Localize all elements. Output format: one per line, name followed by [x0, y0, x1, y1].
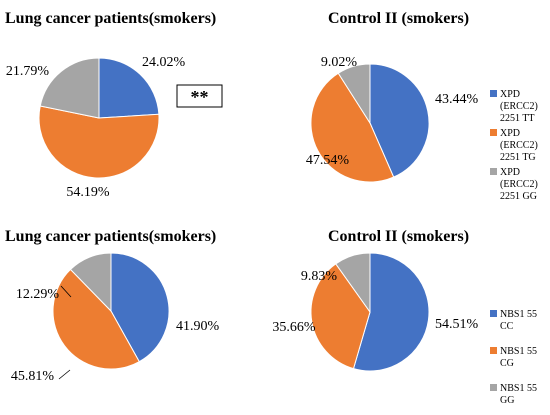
legend-swatch: [490, 310, 497, 317]
pie-chart-4: 54.51% 35.66% 9.83%: [272, 252, 479, 372]
legend-label: GG: [500, 395, 514, 406]
legend-label: 2251 TT: [500, 113, 535, 124]
label-leader-line: [58, 369, 71, 380]
pie-slice: [337, 63, 371, 125]
pies-layer: 24.02% 54.19% 21.79% 43.44% 47.54% 9.02% 41.90…: [6, 55, 479, 384]
pie-data-label: 21.79%: [6, 64, 50, 79]
legend-label: NBS1 55: [500, 309, 537, 320]
legend-label: NBS1 55: [500, 346, 537, 357]
pie-data-label: 45.81%: [11, 369, 55, 384]
chart-title-lung-xpd: Lung cancer patients(smokers): [5, 10, 216, 27]
chart-title-lung-nbs1: Lung cancer patients(smokers): [5, 228, 216, 245]
pie-chart-1: 24.02% 54.19% 21.79%: [6, 55, 186, 200]
pie-slice: [52, 268, 140, 370]
chart-title-control-nbs1: Control II (smokers): [328, 228, 469, 245]
pie-slice: [310, 72, 395, 183]
legend-label: 2251 GG: [500, 191, 537, 202]
chart-title-control-xpd: Control II (smokers): [328, 10, 469, 27]
legend-swatch: [490, 168, 497, 175]
pie-data-label: 43.44%: [435, 92, 479, 107]
pie-slice: [69, 252, 112, 313]
legend-label: CC: [500, 321, 514, 332]
legend-swatch: [490, 129, 497, 136]
legend-label: XPD: [500, 167, 520, 178]
legend-swatch: [490, 347, 497, 354]
legend-label: (ERCC2): [500, 101, 538, 112]
legend-swatch: [490, 384, 497, 391]
pie-slice: [39, 57, 100, 119]
legend-label: NBS1 55: [500, 383, 537, 394]
pie-data-label: 9.02%: [321, 55, 358, 70]
pie-data-label: 41.90%: [176, 319, 220, 334]
legend-label: (ERCC2): [500, 140, 538, 151]
legend-label: (ERCC2): [500, 179, 538, 190]
pie-slice: [98, 57, 160, 119]
significance-box: [176, 84, 223, 108]
pie-slice: [310, 263, 371, 370]
pie-chart-3: 41.90% 45.81% 12.29%: [11, 252, 220, 384]
legend-label: XPD: [500, 128, 520, 139]
pie-slice: [369, 63, 430, 178]
pie-slice: [352, 252, 430, 372]
pie-slice: [38, 105, 160, 179]
significance-marker: **: [191, 87, 209, 107]
pie-data-label: 54.51%: [435, 317, 479, 332]
pie-slice: [110, 252, 170, 363]
label-leader-line: [60, 285, 72, 298]
pie-data-label: 35.66%: [272, 320, 316, 335]
legend-label: 2251 TG: [500, 152, 536, 163]
pie-data-label: 24.02%: [142, 55, 186, 70]
pie-data-label: 47.54%: [306, 153, 350, 168]
pie-slice: [335, 252, 371, 314]
legend-label: XPD: [500, 89, 520, 100]
pie-data-label: 9.83%: [301, 269, 338, 284]
pie-chart-2: 43.44% 47.54% 9.02%: [306, 55, 479, 183]
pie-data-label: 12.29%: [16, 287, 60, 302]
pie-data-label: 54.19%: [66, 185, 110, 200]
legend-swatch: [490, 90, 497, 97]
legend-label: CG: [500, 358, 514, 369]
